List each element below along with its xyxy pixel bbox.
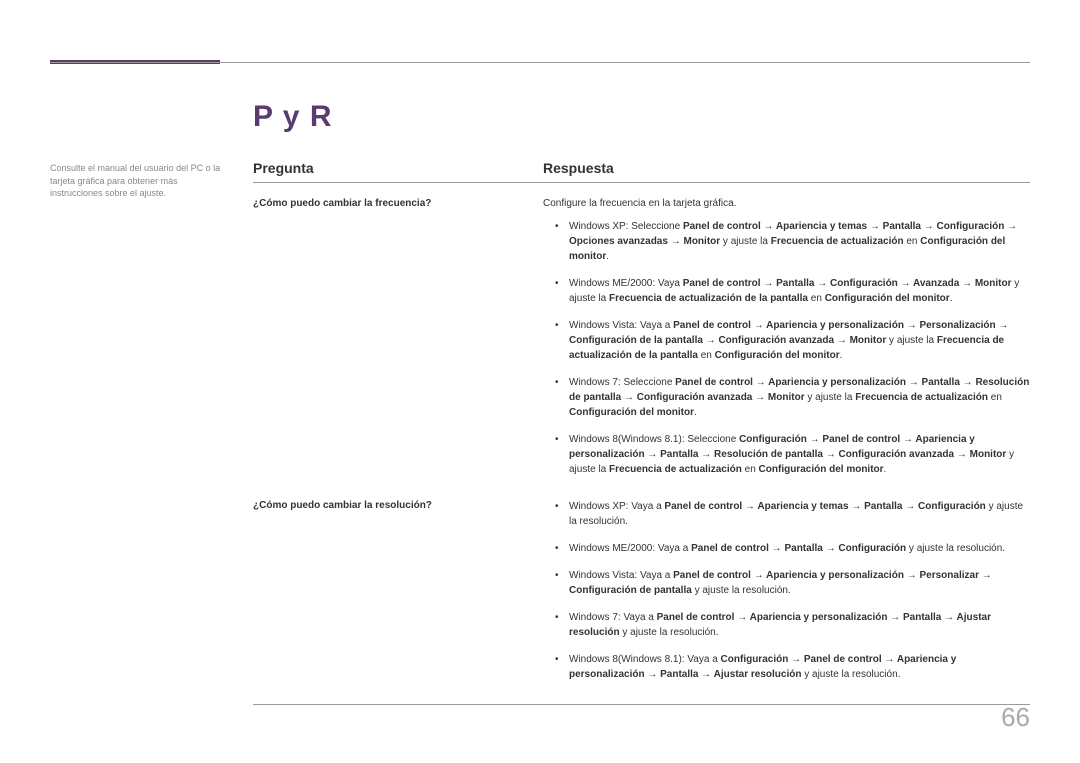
page-title: P y R [253,100,333,134]
answer-cell: Configure la frecuencia en la tarjeta gr… [543,197,1030,489]
main-content: Pregunta Respuesta ¿Cómo puedo cambiar l… [253,160,1030,705]
header-answer: Respuesta [543,160,1030,182]
answer-item: Windows Vista: Vaya a Panel de control →… [543,568,1030,598]
answer-item: Windows Vista: Vaya a Panel de control →… [543,318,1030,363]
side-note: Consulte el manual del usuario del PC o … [50,162,230,200]
question-cell: ¿Cómo puedo cambiar la frecuencia? [253,197,543,489]
answer-item: Windows ME/2000: Vaya a Panel de control… [543,541,1030,556]
bottom-rule [253,704,1030,705]
answer-item: Windows 7: Vaya a Panel de control → Apa… [543,610,1030,640]
answer-item: Windows ME/2000: Vaya Panel de control →… [543,276,1030,306]
answer-list: Windows XP: Vaya a Panel de control → Ap… [543,499,1030,682]
question-text: ¿Cómo puedo cambiar la frecuencia? [253,197,543,211]
answer-item: Windows 7: Seleccione Panel de control →… [543,375,1030,420]
qa-row: ¿Cómo puedo cambiar la resolución?Window… [253,499,1030,694]
answer-list: Windows XP: Seleccione Panel de control … [543,219,1030,477]
header-rule [253,182,1030,183]
header-question: Pregunta [253,160,543,182]
answer-item: Windows 8(Windows 8.1): Vaya a Configura… [543,652,1030,682]
answer-item: Windows XP: Seleccione Panel de control … [543,219,1030,264]
page-number: 66 [1001,702,1030,733]
answer-intro: Configure la frecuencia en la tarjeta gr… [543,197,1030,211]
top-rule [50,62,1030,63]
qa-rows: ¿Cómo puedo cambiar la frecuencia?Config… [253,197,1030,694]
answer-item: Windows XP: Vaya a Panel de control → Ap… [543,499,1030,529]
answer-cell: Windows XP: Vaya a Panel de control → Ap… [543,499,1030,694]
table-headers: Pregunta Respuesta [253,160,1030,182]
question-text: ¿Cómo puedo cambiar la resolución? [253,499,543,513]
question-cell: ¿Cómo puedo cambiar la resolución? [253,499,543,694]
qa-row: ¿Cómo puedo cambiar la frecuencia?Config… [253,197,1030,489]
answer-item: Windows 8(Windows 8.1): Seleccione Confi… [543,432,1030,477]
